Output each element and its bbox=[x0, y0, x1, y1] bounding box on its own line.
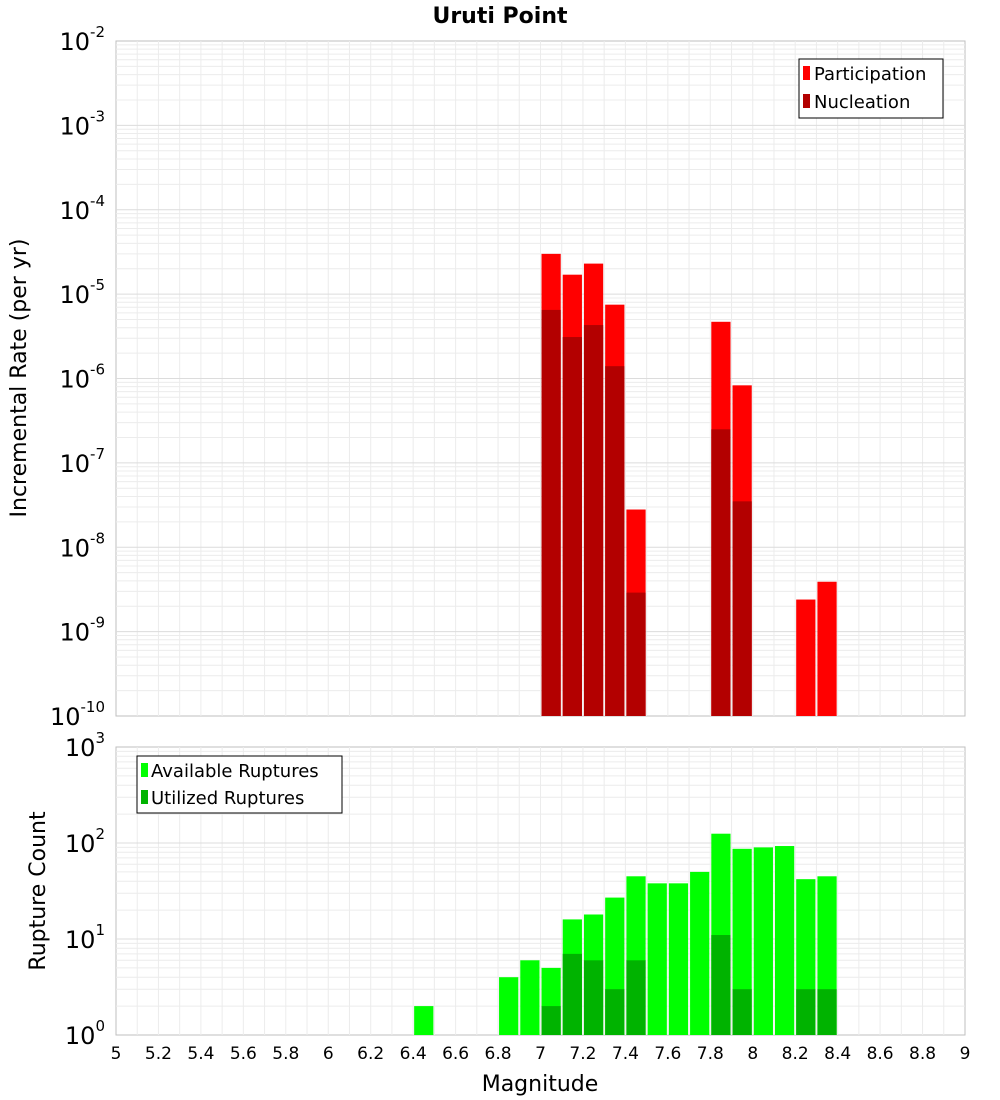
bar-available-ruptures bbox=[499, 977, 519, 1035]
bar-utilized-ruptures bbox=[541, 1006, 561, 1035]
bar-utilized-ruptures bbox=[605, 989, 625, 1035]
legend-swatch-nucleation bbox=[803, 94, 810, 108]
x-tick-label: 7.8 bbox=[697, 1044, 724, 1064]
bar-nucleation bbox=[626, 592, 646, 716]
x-tick-label: 5.2 bbox=[145, 1044, 172, 1064]
x-tick-label: 7.6 bbox=[654, 1044, 681, 1064]
bar-participation bbox=[796, 599, 816, 716]
bottom-legend-box bbox=[136, 755, 343, 814]
bottom-legend: Available Ruptures Utilized Ruptures bbox=[136, 755, 343, 814]
bar-utilized-ruptures bbox=[583, 960, 604, 1035]
y-tick-label: 101 bbox=[65, 921, 105, 954]
y-tick-label: 103 bbox=[65, 729, 105, 762]
x-tick-label: 6.2 bbox=[357, 1044, 384, 1064]
bar-available-ruptures bbox=[690, 871, 710, 1035]
legend-label-nucleation: Nucleation bbox=[814, 92, 910, 113]
bar-utilized-ruptures bbox=[732, 989, 752, 1035]
bar-nucleation bbox=[583, 325, 604, 716]
y-tick-exponent: 1 bbox=[95, 921, 105, 939]
y-tick-exponent: -6 bbox=[90, 361, 105, 379]
y-tick-label: 10-9 bbox=[59, 614, 105, 647]
y-tick-exponent: -9 bbox=[90, 614, 105, 632]
bottom-bars bbox=[414, 833, 837, 1035]
bar-utilized-ruptures bbox=[796, 989, 816, 1035]
x-tick-label: 6.4 bbox=[400, 1044, 427, 1064]
x-tick-label: 5 bbox=[111, 1044, 122, 1064]
y-tick-exponent: -2 bbox=[90, 23, 105, 41]
y-tick-label: 10-10 bbox=[50, 698, 105, 731]
x-tick-label: 5.4 bbox=[187, 1044, 214, 1064]
y-tick-exponent: 2 bbox=[95, 825, 105, 843]
y-tick-exponent: -3 bbox=[90, 107, 105, 125]
bar-nucleation bbox=[541, 309, 561, 716]
legend-swatch-utilized bbox=[141, 790, 148, 804]
bar-nucleation bbox=[605, 366, 625, 716]
top-grid bbox=[116, 41, 965, 716]
x-tick-label: 5.8 bbox=[272, 1044, 299, 1064]
y-tick-exponent: -8 bbox=[90, 529, 105, 547]
bar-utilized-ruptures bbox=[626, 960, 646, 1035]
y-tick-exponent: -4 bbox=[90, 192, 105, 210]
y-tick-label: 10-6 bbox=[59, 361, 105, 394]
top-legend: Participation Nucleation bbox=[798, 58, 944, 119]
bar-available-ruptures bbox=[753, 847, 773, 1035]
x-tick-label: 7 bbox=[535, 1044, 546, 1064]
x-tick-label: 9 bbox=[960, 1044, 971, 1064]
y-tick-label: 10-4 bbox=[59, 192, 105, 225]
bar-nucleation bbox=[562, 337, 582, 716]
chart-title: Uruti Point bbox=[432, 4, 568, 29]
bar-utilized-ruptures bbox=[817, 989, 837, 1035]
y-tick-exponent: 0 bbox=[95, 1017, 105, 1035]
legend-label-utilized: Utilized Ruptures bbox=[151, 788, 304, 809]
y-tick-label: 100 bbox=[65, 1017, 105, 1050]
legend-label-participation: Participation bbox=[814, 64, 926, 85]
y-tick-exponent: -5 bbox=[90, 276, 105, 294]
x-tick-label: 5.6 bbox=[230, 1044, 257, 1064]
x-tick-label: 7.4 bbox=[612, 1044, 639, 1064]
bar-available-ruptures bbox=[520, 960, 540, 1035]
bar-participation bbox=[817, 581, 837, 716]
y-tick-label: 10-8 bbox=[59, 529, 105, 562]
y-tick-exponent: 3 bbox=[95, 729, 105, 747]
x-tick-label: 8.4 bbox=[824, 1044, 851, 1064]
y-tick-label: 10-3 bbox=[59, 107, 105, 140]
bar-available-ruptures bbox=[647, 883, 667, 1035]
bar-available-ruptures bbox=[668, 883, 689, 1035]
x-tick-label: 8 bbox=[747, 1044, 758, 1064]
y-tick-exponent: -10 bbox=[81, 698, 106, 716]
x-tick-label: 6.8 bbox=[485, 1044, 512, 1064]
x-ticks: 5 5.2 5.4 5.6 5.8 6 6.2 6.4 6.6 6.8 7 7.2 7.4 7.6 7.8 8… bbox=[111, 1044, 971, 1064]
top-bars bbox=[541, 253, 837, 716]
x-tick-label: 6.6 bbox=[442, 1044, 469, 1064]
legend-label-available: Available Ruptures bbox=[151, 761, 319, 782]
top-legend-box bbox=[798, 58, 944, 119]
bar-utilized-ruptures bbox=[711, 935, 731, 1035]
y-tick-label: 10-7 bbox=[59, 445, 105, 478]
bar-available-ruptures bbox=[732, 848, 752, 1035]
y-tick-label: 10-2 bbox=[59, 23, 105, 56]
x-axis-label: Magnitude bbox=[482, 1072, 599, 1097]
bottom-y-axis-label: Rupture Count bbox=[26, 811, 51, 971]
y-tick-exponent: -7 bbox=[90, 445, 105, 463]
bar-available-ruptures bbox=[774, 846, 795, 1035]
x-tick-label: 7.2 bbox=[569, 1044, 596, 1064]
bar-nucleation bbox=[732, 501, 752, 716]
x-tick-label: 8.8 bbox=[909, 1044, 936, 1064]
legend-swatch-available bbox=[141, 763, 148, 777]
top-y-ticks: 10-10 10-9 10-8 10-7 10-6 10-5 10-4 10-3 10-2 bbox=[50, 23, 105, 731]
bar-available-ruptures bbox=[414, 1006, 434, 1035]
y-tick-label: 10-5 bbox=[59, 276, 105, 309]
legend-swatch-participation bbox=[803, 66, 810, 80]
x-tick-label: 8.6 bbox=[867, 1044, 894, 1064]
x-tick-label: 8.2 bbox=[782, 1044, 809, 1064]
bar-utilized-ruptures bbox=[562, 953, 582, 1035]
x-tick-label: 6 bbox=[323, 1044, 334, 1064]
top-y-axis-label: Incremental Rate (per yr) bbox=[7, 239, 32, 518]
y-tick-label: 102 bbox=[65, 825, 105, 858]
bar-nucleation bbox=[711, 429, 731, 716]
